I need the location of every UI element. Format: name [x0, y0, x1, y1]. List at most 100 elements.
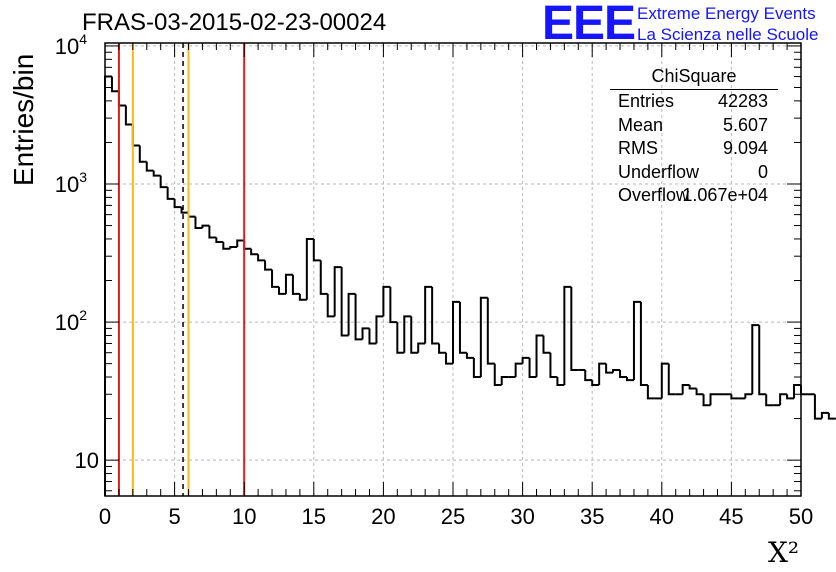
histogram-bin — [479, 296, 488, 378]
histogram-bin — [458, 301, 467, 354]
histogram-bin — [375, 315, 384, 344]
histogram-bin — [793, 384, 801, 399]
histogram-bin — [667, 363, 676, 396]
histogram-bin — [486, 297, 495, 365]
histogram-bin — [278, 286, 286, 295]
histogram-bin — [243, 240, 252, 250]
histogram-bin — [660, 362, 669, 399]
histogram-bin — [131, 124, 140, 147]
histogram-bin — [452, 300, 460, 364]
x-tick-label: 5 — [168, 504, 180, 529]
histogram-bin — [340, 267, 349, 337]
y-tick-label: 10 — [75, 448, 99, 473]
stats-label: Overflow — [618, 185, 690, 205]
stats-box: ChiSquare Entries 42283 Mean 5.607 RMS 9… — [610, 66, 778, 208]
stats-label: RMS — [618, 138, 658, 158]
histogram-bin — [312, 238, 321, 262]
histogram-bin — [542, 335, 551, 354]
histogram-bin — [354, 293, 363, 341]
histogram-bin — [800, 385, 808, 396]
histogram-bin — [305, 237, 314, 300]
x-tick-label: 35 — [580, 504, 604, 529]
histogram-bin — [535, 334, 544, 378]
stats-label: Mean — [618, 114, 664, 135]
histogram-bin — [730, 394, 739, 400]
y-tick-label: 102 — [55, 307, 87, 335]
histogram-bin — [187, 212, 196, 218]
stats-value: 5.607 — [722, 114, 768, 135]
histogram-bin — [514, 362, 523, 378]
histogram-bin — [751, 324, 760, 395]
threshold-lines — [117, 43, 246, 496]
histogram-bin — [472, 357, 481, 379]
histogram-bin — [159, 175, 168, 189]
histogram-bin — [431, 286, 440, 345]
histogram-bin — [549, 352, 558, 379]
histogram-bin — [465, 352, 474, 359]
histogram-bin — [758, 325, 767, 396]
y-axis-ticks: 10 102 103 104 — [55, 31, 801, 492]
histogram-bin — [382, 285, 391, 317]
x-tick-label: 15 — [302, 504, 326, 529]
histogram-bin — [612, 368, 621, 373]
histogram-bin — [236, 239, 245, 247]
histogram-bin — [591, 380, 600, 387]
stats-label: Entries — [618, 91, 675, 111]
histogram-bin — [626, 377, 634, 382]
stats-row: Mean 5.607 — [610, 114, 778, 138]
x-tick-label: 0 — [99, 504, 111, 529]
histogram-bin — [117, 91, 126, 107]
stats-box-title: ChiSquare — [610, 66, 778, 90]
histogram-bin — [110, 76, 119, 93]
logo-tagline-1: Extreme Energy Events — [637, 4, 816, 23]
histogram-bin — [361, 327, 370, 340]
histogram-bin — [646, 385, 655, 400]
x-tick-label: 20 — [371, 504, 395, 529]
histogram-bin — [709, 393, 718, 406]
stats-value: 42283 — [717, 91, 768, 111]
y-tick-label: 104 — [55, 31, 87, 59]
histogram-bin — [445, 352, 453, 365]
y-axis-label: Entries/bin — [8, 53, 39, 186]
histogram-bin — [347, 292, 356, 336]
stats-row: Entries 42283 — [610, 90, 778, 114]
histogram-bin — [326, 293, 335, 318]
stats-row: Underflow 0 — [610, 161, 778, 185]
histogram-bin — [180, 207, 189, 214]
histogram-bin — [152, 170, 161, 177]
histogram-bin — [521, 356, 530, 364]
histogram-bin — [632, 300, 641, 381]
histogram-bin — [820, 411, 829, 419]
histogram-bin — [250, 248, 259, 256]
histogram-bin — [639, 301, 648, 387]
x-tick-label: 10 — [232, 504, 256, 529]
histogram-bin — [396, 322, 405, 354]
histogram-bin — [222, 242, 231, 250]
histogram-bin — [779, 393, 788, 406]
histogram-bin — [145, 161, 154, 172]
logo-tagline-2: La Scienza nelle Scuole — [637, 25, 819, 44]
histogram-bin — [410, 316, 419, 354]
histogram-bin — [528, 357, 537, 379]
histogram-bin — [333, 266, 342, 317]
histogram-bin — [257, 254, 266, 262]
histogram-bin — [298, 293, 307, 301]
histogram-bin — [208, 225, 217, 239]
histogram-bin — [493, 363, 502, 387]
histogram-bin — [173, 198, 182, 209]
histogram-bin — [417, 342, 426, 353]
stats-row: Overflow 1.067e+04 — [610, 184, 778, 208]
histogram-bin — [681, 384, 690, 395]
histogram-bin — [619, 369, 627, 379]
y-tick-label: 103 — [55, 169, 87, 197]
histogram-bin — [194, 216, 203, 230]
histogram-bin — [702, 394, 711, 407]
histogram-bin — [605, 363, 614, 374]
histogram-bin — [104, 75, 112, 496]
histogram-bin — [695, 388, 704, 396]
histogram-bin — [500, 376, 509, 386]
histogram-bin — [786, 394, 795, 400]
histogram-bin — [424, 285, 433, 344]
histogram-bin — [438, 343, 447, 354]
